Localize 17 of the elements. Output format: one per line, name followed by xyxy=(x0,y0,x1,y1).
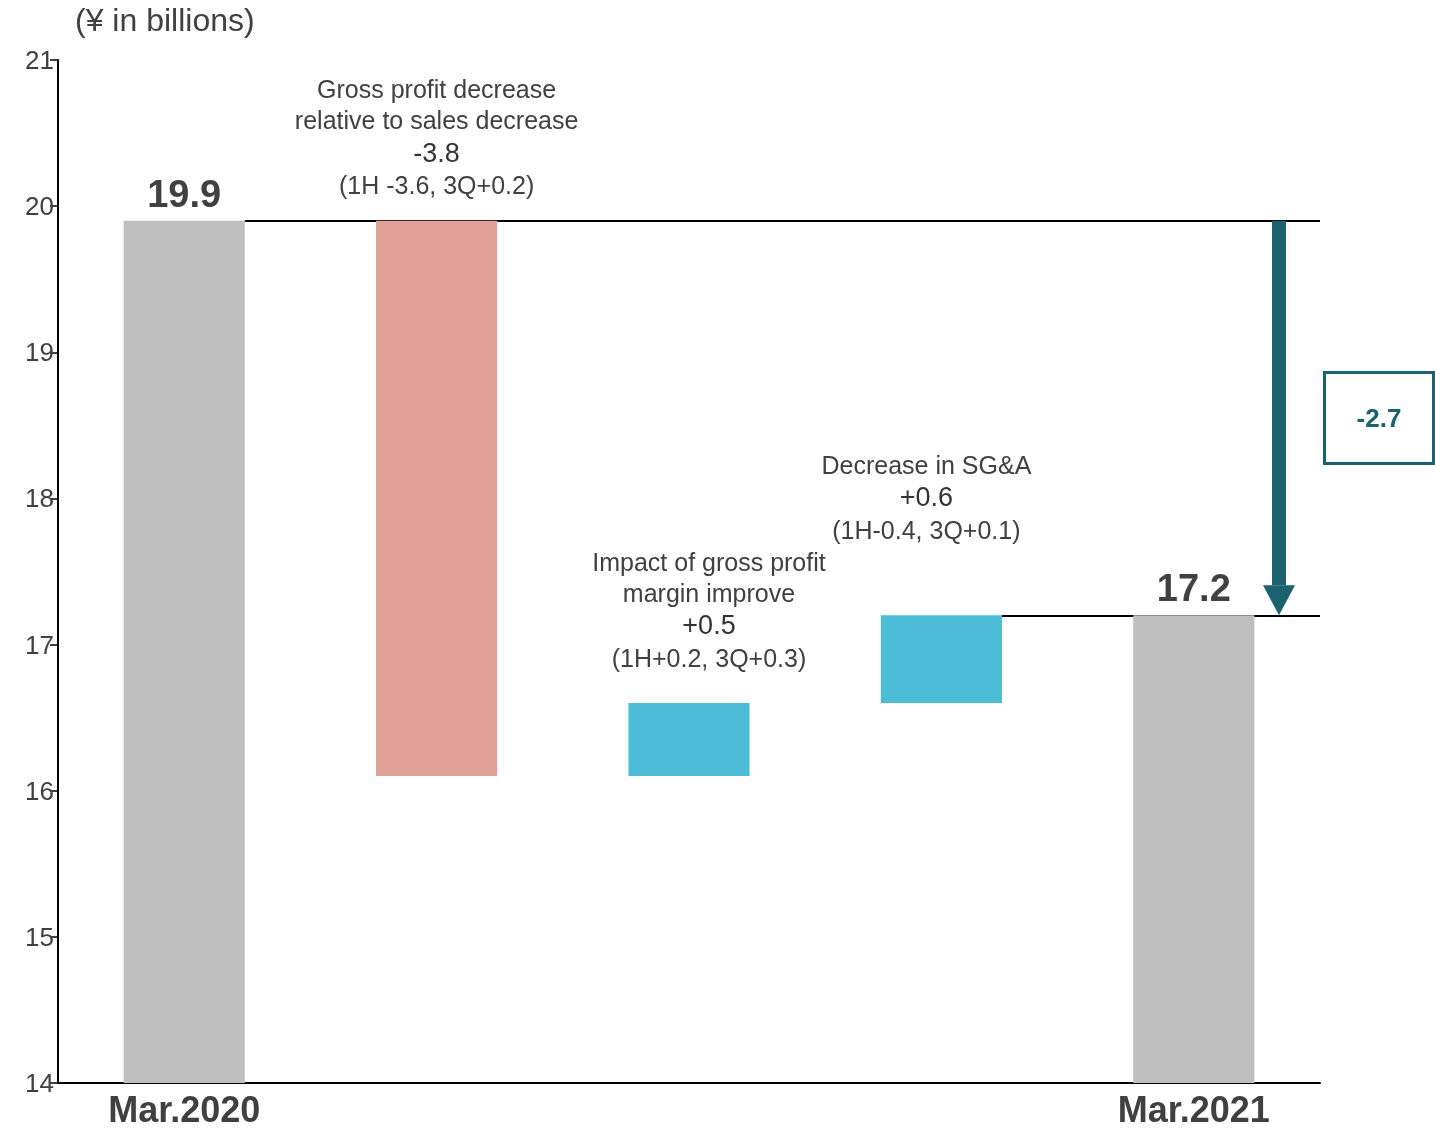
x-tick-label: Mar.2021 xyxy=(1117,1088,1270,1130)
y-tick-label: 20 xyxy=(25,191,54,222)
y-tick-label: 21 xyxy=(25,45,54,75)
y-axis-title: (¥ in billions) xyxy=(75,2,255,38)
label-box: -2.7 xyxy=(1323,371,1435,466)
y-tick-label: 17 xyxy=(25,629,54,660)
y-tick-label: 14 xyxy=(25,1068,54,1098)
x-tick-label: Mar.2020 xyxy=(108,1088,261,1130)
annotation: Decrease in SG&A +0.6 (1H-0.4, 3Q+0.1) xyxy=(821,450,1032,544)
y-tick-label: 18 xyxy=(25,483,54,514)
y-tick-label: 16 xyxy=(25,775,54,806)
data-label: 17.2 xyxy=(1156,567,1231,610)
y-tick-label: 19 xyxy=(25,337,54,368)
y-tick-label: 15 xyxy=(25,921,54,952)
data-label: 19.9 xyxy=(147,172,222,215)
annotation: Gross profit decrease relative to sales decrease -3.8 (1H -3.6, 3Q+0.2) xyxy=(294,75,579,200)
annotation: Impact of gross profit margin improve +0.5 (1H+0.2, 3Q+0.3) xyxy=(592,547,826,672)
